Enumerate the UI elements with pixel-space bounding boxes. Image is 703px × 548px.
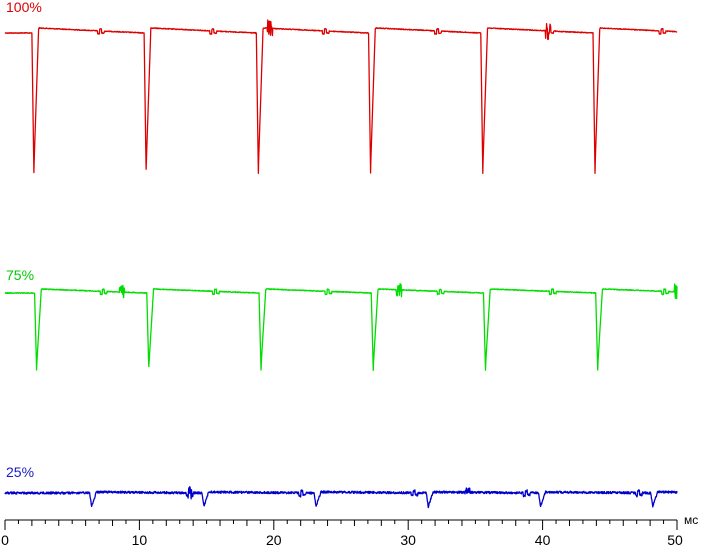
series-line-75 — [4, 283, 678, 372]
x-axis-unit-label: мс — [684, 513, 699, 527]
series-label-100: 100% — [6, 0, 42, 15]
x-tick-label: 0 — [1, 532, 9, 548]
x-tick-label: 30 — [400, 532, 416, 548]
series-label-75: 75% — [6, 267, 35, 283]
series-line-25 — [4, 486, 678, 509]
x-tick-label: 20 — [266, 532, 282, 548]
series-label-25: 25% — [6, 464, 35, 480]
x-tick-label: 10 — [131, 532, 148, 548]
series-layer — [4, 19, 678, 509]
x-axis — [4, 519, 678, 530]
x-tick-label: 50 — [667, 532, 683, 548]
x-tick-label: 40 — [534, 532, 551, 548]
series-line-100 — [4, 19, 678, 175]
